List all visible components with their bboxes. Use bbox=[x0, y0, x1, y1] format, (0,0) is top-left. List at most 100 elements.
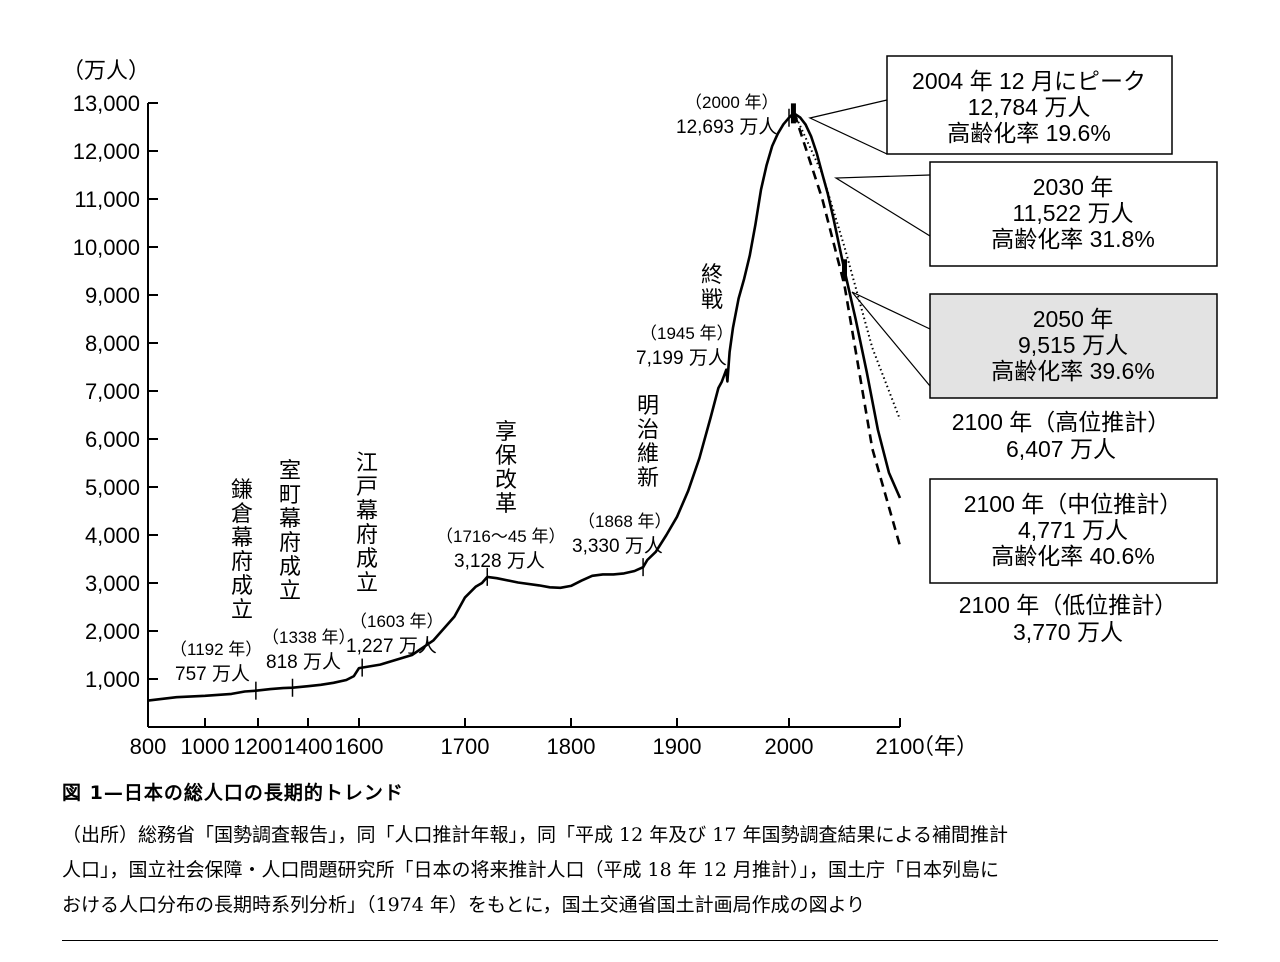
vertical-label-char: 終 bbox=[701, 262, 723, 287]
x-tick-label: 1700 bbox=[441, 734, 490, 759]
y2030-pointer bbox=[833, 174, 931, 237]
figure-caption-title: 図 1—日本の総人口の長期的トレンド bbox=[62, 782, 404, 804]
label-high2100-line1: 2100 年（高位推計） bbox=[952, 409, 1171, 435]
callout-y2030-box bbox=[929, 161, 1218, 267]
vertical-label-char: 治 bbox=[637, 417, 659, 442]
annotation-y2000-value: 12,693 万人 bbox=[676, 116, 777, 138]
callout-mid2100-line1: 2100 年（中位推計） bbox=[964, 491, 1183, 517]
y2050-marker bbox=[842, 259, 847, 282]
y-tick-label: 7,000 bbox=[85, 379, 140, 404]
x-tick-label: 1000 bbox=[181, 734, 230, 759]
annotation-y2000: （2000 年） 12,693 万人 bbox=[676, 93, 779, 138]
annotation-kamakura-value: 757 万人 bbox=[175, 663, 250, 685]
x-tick-label: 1900 bbox=[653, 734, 702, 759]
label-low2100: 2100 年（低位推計） 3,770 万人 bbox=[959, 592, 1178, 645]
callout-mid2100-line2: 4,771 万人 bbox=[1018, 517, 1128, 543]
vertical-label-char: 幕 bbox=[356, 498, 378, 523]
y2050-pointer bbox=[851, 291, 931, 387]
annotation-shusen-label: 終戦 bbox=[701, 262, 723, 312]
vertical-label-char: 改 bbox=[495, 467, 517, 492]
vertical-label-char: 立 bbox=[356, 570, 378, 595]
series-line-dashed bbox=[793, 113, 902, 547]
y-tick-label: 6,000 bbox=[85, 427, 140, 452]
vertical-label-char: 成 bbox=[356, 546, 378, 571]
y-tick-label: 3,000 bbox=[85, 571, 140, 596]
callout-peak-box bbox=[886, 55, 1173, 155]
y-tick-label: 8,000 bbox=[85, 331, 140, 356]
vertical-label-char: 幕 bbox=[279, 506, 301, 531]
annotation-meiji-value: 3,330 万人 bbox=[572, 535, 663, 557]
y-tick-label: 13,000 bbox=[73, 91, 140, 116]
vertical-label-char: 明 bbox=[637, 393, 659, 418]
callout-mid2100: 2100 年（中位推計） 4,771 万人 高齢化率 40.6% bbox=[929, 478, 1218, 584]
y-unit-label: （万人） bbox=[62, 58, 150, 83]
y-tick-label: 4,000 bbox=[85, 523, 140, 548]
event-markers bbox=[255, 103, 847, 700]
annotation-shusen: 終戦 （1945 年） 7,199 万人 bbox=[636, 262, 734, 369]
x-ticks: 800 1000 1200 1400 1600 1700 1800 1900 2000 2100 bbox=[130, 718, 924, 759]
y-tick-label: 12,000 bbox=[73, 139, 140, 164]
x-tick-label: 800 bbox=[130, 734, 167, 759]
vertical-label-char: 立 bbox=[279, 578, 301, 603]
callout-y2030-line2: 11,522 万人 bbox=[1012, 200, 1133, 226]
label-low2100-line2: 3,770 万人 bbox=[1013, 619, 1123, 645]
annotation-muromachi-value: 818 万人 bbox=[266, 651, 341, 673]
annotation-muromachi-year: （1338 年） bbox=[262, 628, 356, 647]
vertical-label-char: 革 bbox=[495, 491, 517, 516]
vertical-label-char: 室 bbox=[279, 458, 301, 483]
annotation-kamakura-year: （1192 年） bbox=[170, 640, 262, 659]
callout-y2050-box bbox=[929, 293, 1218, 399]
historical-population-line bbox=[147, 112, 795, 702]
label-high2100: 2100 年（高位推計） 6,407 万人 bbox=[952, 409, 1171, 462]
callout-peak-line3: 高齢化率 19.6% bbox=[947, 120, 1111, 146]
x-tick-label: 1400 bbox=[284, 734, 333, 759]
vertical-label-char: 府 bbox=[356, 522, 378, 547]
callout-y2030-line1: 2030 年 bbox=[1033, 174, 1114, 200]
vertical-label-char: 幕 bbox=[231, 525, 253, 550]
y-tick-label: 5,000 bbox=[85, 475, 140, 500]
figure-source-line-3: おける人口分布の長期時系列分析」（1974 年）をもとに，国土交通省国土計画局作… bbox=[62, 894, 866, 916]
series-line-solid bbox=[793, 112, 902, 499]
callout-y2030-line3: 高齢化率 31.8% bbox=[991, 226, 1155, 252]
series-lines bbox=[147, 112, 902, 702]
vertical-label-char: 成 bbox=[231, 573, 253, 598]
vertical-label-char: 府 bbox=[279, 530, 301, 555]
callout-mid2100-box bbox=[929, 478, 1218, 584]
callout-y2030: 2030 年 11,522 万人 高齢化率 31.8% bbox=[929, 161, 1218, 267]
callout-peak-line1: 2004 年 12 月にピーク bbox=[912, 68, 1146, 94]
callout-mid2100-line3: 高齢化率 40.6% bbox=[991, 543, 1155, 569]
vertical-label-char: 成 bbox=[279, 554, 301, 579]
peak-marker bbox=[790, 103, 796, 124]
annotation-kyoho-year: （1716〜45 年） bbox=[436, 527, 565, 546]
x-tick-label: 1200 bbox=[234, 734, 283, 759]
vertical-label-char: 鎌 bbox=[231, 477, 253, 502]
callout-y2050: 2050 年 9,515 万人 高齢化率 39.6% bbox=[929, 293, 1218, 399]
annotation-edo-value: 1,227 万人 bbox=[346, 635, 437, 657]
annotation-kyoho-value: 3,128 万人 bbox=[454, 550, 545, 572]
label-low2100-line1: 2100 年（低位推計） bbox=[959, 592, 1178, 618]
y-tick-label: 9,000 bbox=[85, 283, 140, 308]
label-high2100-line2: 6,407 万人 bbox=[1006, 436, 1116, 462]
bottom-rule bbox=[62, 940, 1218, 941]
y-ticks: 13,000 12,000 11,000 10,000 9,000 8,000 7,000 6… bbox=[73, 91, 158, 692]
vertical-label-char: 町 bbox=[279, 482, 301, 507]
y-tick-label: 1,000 bbox=[85, 667, 140, 692]
x-tick-label: 1800 bbox=[547, 734, 596, 759]
x-unit-label: （年） bbox=[912, 734, 978, 759]
y-tick-label: 2,000 bbox=[85, 619, 140, 644]
annotation-meiji-year: （1868 年） bbox=[578, 512, 672, 531]
x-tick-label: 1600 bbox=[335, 734, 384, 759]
x-tick-label: 2000 bbox=[765, 734, 814, 759]
vertical-label-char: 享 bbox=[495, 419, 517, 444]
figure-source-line-1: （出所）総務省「国勢調査報告」，同「人口推計年報」，同「平成 12 年及び 17… bbox=[62, 824, 1008, 846]
